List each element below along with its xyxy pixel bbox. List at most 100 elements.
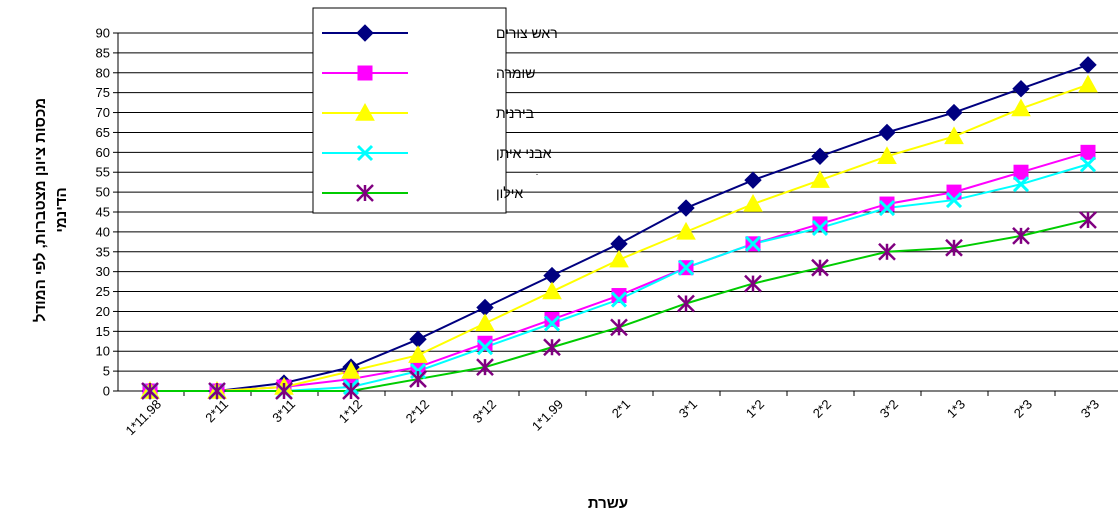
series-markers xyxy=(140,56,1098,400)
y-tick-label: 20 xyxy=(96,304,110,319)
data-point xyxy=(744,171,762,189)
legend-label: בירנית xyxy=(496,105,534,121)
legend-label: אבני איתן xyxy=(496,145,552,161)
x-axis: 1*11.98 2*11 3*11 1*12 2*12 3*12 1*1.99 2*1 3*1 1… xyxy=(118,390,1118,439)
data-point xyxy=(141,382,159,400)
data-point xyxy=(1079,156,1097,173)
data-point xyxy=(476,339,494,356)
legend-label: שומרה xyxy=(496,65,535,81)
y-tick-label: 70 xyxy=(96,105,110,120)
y-tick-label: 15 xyxy=(96,324,110,339)
x-tick-label: 1*1.99 xyxy=(529,397,566,434)
y-tick-label: 60 xyxy=(96,145,110,160)
data-point xyxy=(878,123,896,142)
legend: ראש צורים שומרה בירנית אבני איתן אילון xyxy=(312,7,558,214)
data-point xyxy=(945,192,963,209)
data-point xyxy=(810,170,830,188)
y-tick-label: 55 xyxy=(96,165,110,180)
data-point xyxy=(477,335,493,351)
x-tick-label: 3*1 xyxy=(676,397,700,421)
data-point xyxy=(878,242,896,261)
data-point xyxy=(1078,74,1098,93)
data-point xyxy=(610,291,628,308)
x-tick-label: 2*11 xyxy=(202,397,231,426)
x-tick-label: 3*11 xyxy=(269,397,298,426)
data-point xyxy=(677,294,695,313)
legend-marker xyxy=(356,184,374,202)
data-point xyxy=(811,219,829,236)
legend-label: אילון xyxy=(496,185,523,201)
y-axis-title-line1: מכסות ציונן מצטברות, לפי המודל xyxy=(32,98,49,322)
data-point xyxy=(409,370,427,388)
x-tick-label: 3*12 xyxy=(470,397,500,427)
data-point xyxy=(945,103,963,122)
x-tick-label: 1*11.98 xyxy=(123,397,165,439)
y-tick-label: 90 xyxy=(96,26,110,41)
data-point xyxy=(878,199,896,217)
y-axis: 0 5 10 15 20 25 30 35 40 45 50 55 60 65 70 75 80 85 90 xyxy=(96,26,119,399)
y-tick-label: 75 xyxy=(96,85,110,100)
data-point xyxy=(877,146,897,165)
data-point xyxy=(1013,164,1029,180)
data-point xyxy=(1012,176,1030,193)
x-tick-label: 2*12 xyxy=(403,397,433,427)
data-point xyxy=(542,281,562,300)
data-point xyxy=(342,382,360,400)
data-point xyxy=(811,258,829,277)
data-point xyxy=(1012,226,1030,245)
x-axis-title: עשרת xyxy=(588,495,628,512)
data-point xyxy=(1079,56,1097,74)
y-tick-label: 50 xyxy=(96,185,110,200)
data-point xyxy=(475,313,495,332)
data-point xyxy=(1011,98,1031,117)
legend-marker xyxy=(356,24,374,42)
y-tick-label: 10 xyxy=(96,344,110,359)
data-point xyxy=(609,249,629,268)
y-tick-label: 25 xyxy=(96,284,110,299)
legend-marker xyxy=(355,102,375,121)
y-tick-label: 5 xyxy=(103,364,110,379)
y-tick-label: 65 xyxy=(96,125,110,140)
data-point xyxy=(543,315,561,332)
x-tick-label: 1*12 xyxy=(336,397,366,427)
data-point xyxy=(879,196,895,212)
data-point xyxy=(476,358,494,377)
y-tick-label: 35 xyxy=(96,244,110,259)
legend-marker xyxy=(356,144,374,162)
x-tick-label: 3*3 xyxy=(1078,397,1102,421)
data-point xyxy=(676,221,696,240)
data-point xyxy=(945,238,963,257)
y-tick-label: 0 xyxy=(103,384,110,399)
data-point xyxy=(812,216,828,232)
data-point xyxy=(811,147,829,166)
legend-label: ראש צורים xyxy=(496,25,558,41)
x-tick-label: 2*2 xyxy=(810,397,834,421)
y-tick-label: 85 xyxy=(96,45,110,60)
data-point xyxy=(208,382,226,400)
data-point xyxy=(275,382,293,400)
data-point xyxy=(677,259,695,276)
data-point xyxy=(743,194,763,212)
data-point xyxy=(1012,79,1030,98)
x-tick-label: 2*1 xyxy=(609,397,633,421)
data-point xyxy=(610,318,628,337)
x-tick-label: 2*3 xyxy=(1011,397,1035,421)
x-tick-label: 3*2 xyxy=(877,397,901,421)
data-point xyxy=(677,199,695,217)
y-tick-label: 45 xyxy=(96,205,110,220)
y-tick-label: 40 xyxy=(96,224,110,239)
data-point xyxy=(341,361,361,379)
data-point xyxy=(408,345,428,363)
x-tick-label: 1*3 xyxy=(944,397,968,421)
y-tick-label: 30 xyxy=(96,264,110,279)
data-point xyxy=(544,311,560,327)
data-point xyxy=(944,126,964,145)
data-point xyxy=(744,274,762,293)
x-tick-label: 1*2 xyxy=(743,397,767,421)
data-point xyxy=(1079,211,1097,229)
data-point xyxy=(543,338,561,357)
data-point xyxy=(1080,144,1096,160)
data-point xyxy=(611,288,627,304)
data-point xyxy=(744,235,762,252)
